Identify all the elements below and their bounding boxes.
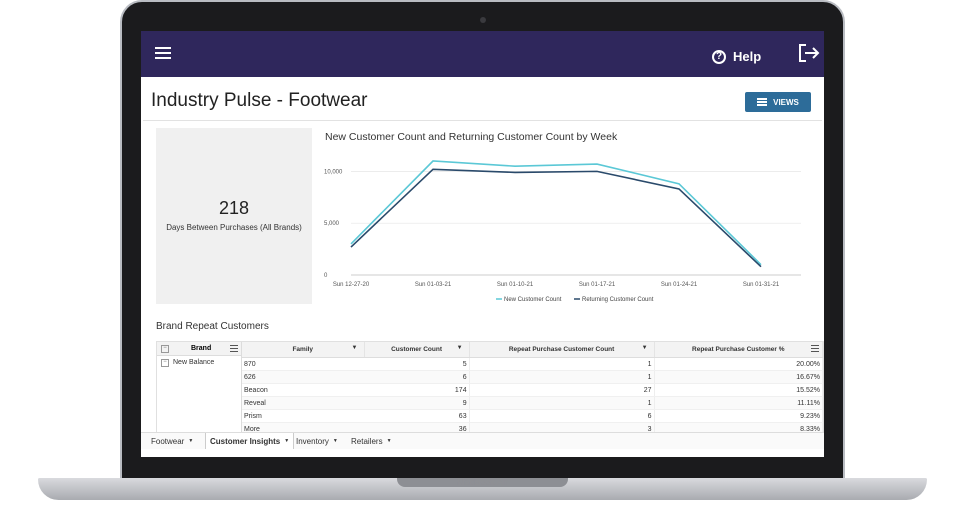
table-cell: Beacon xyxy=(242,383,364,397)
table-cell: 1 xyxy=(469,370,655,384)
table-cell: 27 xyxy=(469,383,655,397)
table-cell: More xyxy=(242,422,364,434)
kpi-value: 218 xyxy=(218,198,250,218)
x-tick-label: Sun 01-10-21 xyxy=(497,282,534,288)
filter-icon[interactable] xyxy=(230,345,238,353)
table-cell: 8.33% xyxy=(654,422,823,434)
chevron-down-icon: ▼ xyxy=(386,438,392,444)
table-cell: 9.23% xyxy=(654,409,823,423)
series-line xyxy=(350,160,762,266)
sheet-tab-bar: Footwear ▼ Customer Insights ▼ Inventory ▼ … xyxy=(141,432,824,449)
list-icon xyxy=(757,98,768,106)
laptop-notch xyxy=(397,478,568,487)
brand-header-label: Brand xyxy=(191,345,212,352)
table-cell: 174 xyxy=(364,383,470,397)
device-brand-label: MacBook Air xyxy=(457,477,508,487)
data-grid: − Brand − New Balance Family ▼ Customer C… xyxy=(156,341,824,435)
table-cell: 20.00% xyxy=(654,357,823,371)
collapse-all-icon[interactable]: − xyxy=(161,344,169,353)
hamburger-icon[interactable] xyxy=(155,47,171,59)
table-row[interactable]: 870 5 1 20.00% xyxy=(242,357,823,371)
chevron-down-icon: ▼ xyxy=(188,438,194,444)
column-header-family[interactable]: Family ▼ xyxy=(242,342,365,358)
table-cell: 1 xyxy=(469,357,655,371)
kpi-card: 218 Days Between Purchases (All Brands) xyxy=(156,128,312,304)
table-cell: 6 xyxy=(364,370,470,384)
table-row[interactable]: More 36 3 8.33% xyxy=(242,422,823,434)
y-tick-label: 5,000 xyxy=(324,221,340,227)
table-cell: 36 xyxy=(364,422,470,434)
filter-icon[interactable] xyxy=(811,345,819,353)
chevron-down-icon: ▼ xyxy=(284,438,290,444)
question-icon: ? xyxy=(712,49,726,64)
table-cell: 9 xyxy=(364,396,470,410)
column-header-repeat-count[interactable]: Repeat Purchase Customer Count ▼ xyxy=(469,342,655,358)
top-bar: ? Help xyxy=(141,31,824,77)
legend-label: New Customer Count xyxy=(504,297,562,303)
table-cell: 6 xyxy=(469,409,655,423)
table-cell: 870 xyxy=(242,357,364,371)
table-row[interactable]: Beacon 174 27 15.52% xyxy=(242,383,823,397)
y-tick-label: 10,000 xyxy=(324,169,343,175)
column-header-customer-count[interactable]: Customer Count ▼ xyxy=(364,342,470,358)
table-title: Brand Repeat Customers xyxy=(156,321,269,332)
sort-caret-icon: ▼ xyxy=(351,345,358,351)
camera-icon xyxy=(480,17,486,23)
x-tick-label: Sun 12-27-20 xyxy=(333,282,370,288)
table-cell: 15.52% xyxy=(654,383,823,397)
laptop-base xyxy=(38,478,927,500)
brand-column: − Brand − New Balance xyxy=(157,342,242,434)
chevron-down-icon: ▼ xyxy=(332,438,338,444)
table-cell: 5 xyxy=(364,357,470,371)
app-screen: ? Help Industry Pulse - Footwear VIEWS 2… xyxy=(141,31,824,457)
page-title: Industry Pulse - Footwear xyxy=(151,90,368,111)
table-cell: Reveal xyxy=(242,396,364,410)
x-tick-label: Sun 01-17-21 xyxy=(579,282,616,288)
series-line xyxy=(350,168,762,268)
brand-row[interactable]: − New Balance xyxy=(157,356,241,369)
tab-customer-insights[interactable]: Customer Insights ▼ xyxy=(205,433,295,449)
views-label: VIEWS xyxy=(773,97,799,107)
table-cell: 3 xyxy=(469,422,655,434)
kpi-label: Days Between Purchases (All Brands) xyxy=(166,223,302,232)
y-tick-label: 0 xyxy=(324,273,328,279)
help-label: Help xyxy=(733,49,762,64)
x-tick-label: Sun 01-03-21 xyxy=(415,282,452,288)
collapse-icon[interactable]: − xyxy=(161,358,169,367)
table-cell: 1 xyxy=(469,396,655,410)
table-cell: 11.11% xyxy=(654,396,823,410)
brand-header[interactable]: − Brand xyxy=(157,342,241,356)
table-row[interactable]: Reveal 9 1 11.11% xyxy=(242,396,823,410)
logout-icon[interactable] xyxy=(797,43,821,63)
line-chart: 10,000 5,000 0 Sun 12-27-20 Sun 01-03-21 Sun … xyxy=(324,160,801,303)
table-row[interactable]: Prism 63 6 9.23% xyxy=(242,409,823,423)
sort-caret-icon: ▼ xyxy=(456,345,463,351)
help-button[interactable]: ? Help xyxy=(712,49,761,64)
chart-title: New Customer Count and Returning Custome… xyxy=(325,131,618,143)
tab-inventory[interactable]: Inventory ▼ xyxy=(296,436,338,446)
family-table: Family ▼ Customer Count ▼ Repeat Purchase … xyxy=(242,342,823,434)
table-cell: 626 xyxy=(242,370,364,384)
table-cell: Prism xyxy=(242,409,364,423)
column-header-repeat-percent[interactable]: Repeat Purchase Customer % xyxy=(654,342,823,358)
x-tick-label: Sun 01-31-21 xyxy=(743,282,780,288)
table-cell: 16.67% xyxy=(654,370,823,384)
header-divider xyxy=(143,120,822,121)
table-row[interactable]: 626 6 1 16.67% xyxy=(242,370,823,384)
views-button[interactable]: VIEWS xyxy=(745,92,811,112)
tab-retailers[interactable]: Retailers ▼ xyxy=(351,436,392,446)
x-tick-label: Sun 01-24-21 xyxy=(661,282,698,288)
tab-footwear[interactable]: Footwear ▼ xyxy=(151,436,194,446)
sort-caret-icon: ▼ xyxy=(641,345,648,351)
legend-label: Returning Customer Count xyxy=(582,297,654,303)
brand-row-label: New Balance xyxy=(173,359,215,366)
table-cell: 63 xyxy=(364,409,470,423)
